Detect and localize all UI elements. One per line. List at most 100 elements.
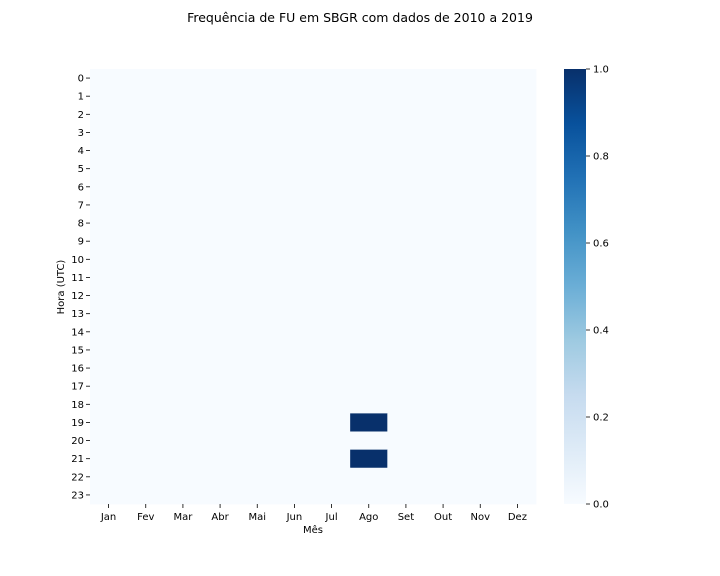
heatmap-cell — [461, 395, 500, 414]
heatmap-cell — [238, 123, 277, 142]
heatmap-cell — [424, 214, 463, 233]
heatmap-cell — [275, 141, 314, 161]
heatmap-cell — [90, 467, 128, 487]
heatmap-cell — [350, 69, 388, 88]
heatmap-cell — [275, 250, 314, 269]
heatmap-cell — [424, 485, 463, 505]
heatmap-cell — [201, 413, 240, 432]
heatmap-cell — [424, 395, 463, 414]
heatmap-cell — [313, 449, 351, 469]
chart-title: Frequência de FU em SBGR com dados de 20… — [187, 10, 533, 25]
heatmap-cell — [313, 304, 351, 324]
heatmap-cell — [461, 105, 500, 124]
heatmap-cell — [461, 304, 500, 324]
heatmap-cell — [350, 485, 388, 505]
heatmap-cell — [275, 304, 314, 324]
heatmap-cell — [387, 449, 425, 469]
heatmap-cell — [313, 141, 351, 161]
heatmap-cell — [387, 159, 425, 179]
y-tick-label: 18 — [71, 400, 84, 411]
heatmap-cell — [90, 359, 128, 378]
heatmap-cell — [127, 195, 165, 215]
y-tick-label: 0 — [78, 74, 84, 85]
y-tick-label: 8 — [78, 219, 84, 230]
heatmap-cell — [238, 195, 277, 215]
heatmap-cell — [387, 431, 425, 451]
heatmap-cell — [461, 214, 500, 233]
heatmap-cell — [201, 467, 240, 487]
heatmap-cell — [498, 377, 537, 396]
heatmap-cell — [90, 69, 128, 88]
heatmap-cell — [90, 159, 128, 179]
heatmap-cell — [350, 431, 388, 451]
heatmap-cell — [90, 395, 128, 414]
heatmap-cell — [275, 322, 314, 342]
heatmap-cell — [275, 395, 314, 414]
heatmap-cell — [424, 377, 463, 396]
colorbar-tick-label: 0.4 — [593, 326, 609, 337]
heatmap-cell — [238, 395, 277, 414]
heatmap-cell — [127, 304, 165, 324]
x-tick-label: Jul — [325, 512, 338, 523]
heatmap-cell — [461, 359, 500, 378]
y-tick-label: 10 — [71, 255, 84, 266]
heatmap-cell — [461, 377, 500, 396]
heatmap-cell — [461, 250, 500, 269]
heatmap-cell — [424, 467, 463, 487]
y-tick-label: 13 — [71, 309, 84, 320]
heatmap-cell — [127, 177, 165, 197]
heatmap-cell — [164, 286, 202, 306]
x-tick-label: Set — [398, 512, 415, 523]
heatmap-cell — [498, 467, 537, 487]
heatmap-cell — [90, 449, 128, 469]
heatmap-cell — [127, 395, 165, 414]
heatmap-cell — [238, 105, 277, 124]
heatmap-cell — [275, 177, 314, 197]
heatmap-cell — [498, 214, 537, 233]
heatmap-cell — [90, 268, 128, 287]
heatmap-cell — [313, 485, 351, 505]
heatmap-cell — [313, 322, 351, 342]
heatmap-cell — [238, 250, 277, 269]
heatmap-cell — [238, 467, 277, 487]
heatmap-cell — [164, 177, 202, 197]
x-tick-label: Abr — [211, 512, 229, 523]
heatmap-cell — [201, 232, 240, 251]
heatmap-cell — [90, 377, 128, 396]
heatmap-cell — [350, 250, 388, 269]
heatmap-cell — [350, 413, 388, 432]
heatmap-cell — [238, 377, 277, 396]
heatmap-cell — [164, 141, 202, 161]
heatmap-cell — [164, 304, 202, 324]
heatmap-cell — [164, 268, 202, 287]
y-tick-label: 3 — [78, 128, 84, 139]
heatmap-cell — [201, 431, 240, 451]
heatmap-cell — [238, 232, 277, 251]
heatmap-cell — [127, 69, 165, 88]
x-tick-label: Nov — [470, 512, 490, 523]
heatmap-cell — [90, 250, 128, 269]
heatmap-cell — [387, 413, 425, 432]
heatmap-cell — [498, 304, 537, 324]
heatmap-cell — [313, 268, 351, 287]
heatmap-cell — [313, 69, 351, 88]
y-tick-label: 15 — [71, 345, 84, 356]
heatmap-cell — [201, 195, 240, 215]
heatmap-cell — [238, 69, 277, 88]
heatmap-cell — [350, 467, 388, 487]
heatmap-cell — [387, 467, 425, 487]
heatmap-cell — [387, 377, 425, 396]
heatmap-cell — [498, 195, 537, 215]
heatmap-cell — [461, 232, 500, 251]
heatmap-cell — [387, 340, 425, 360]
heatmap-cell — [90, 413, 128, 432]
heatmap-cell — [350, 340, 388, 360]
heatmap-cell — [275, 268, 314, 287]
heatmap-cell — [387, 123, 425, 142]
heatmap-cell — [201, 69, 240, 88]
heatmap-cell — [461, 159, 500, 179]
heatmap-cell — [350, 214, 388, 233]
heatmap-cell — [498, 159, 537, 179]
y-tick-label: 1 — [78, 92, 84, 103]
